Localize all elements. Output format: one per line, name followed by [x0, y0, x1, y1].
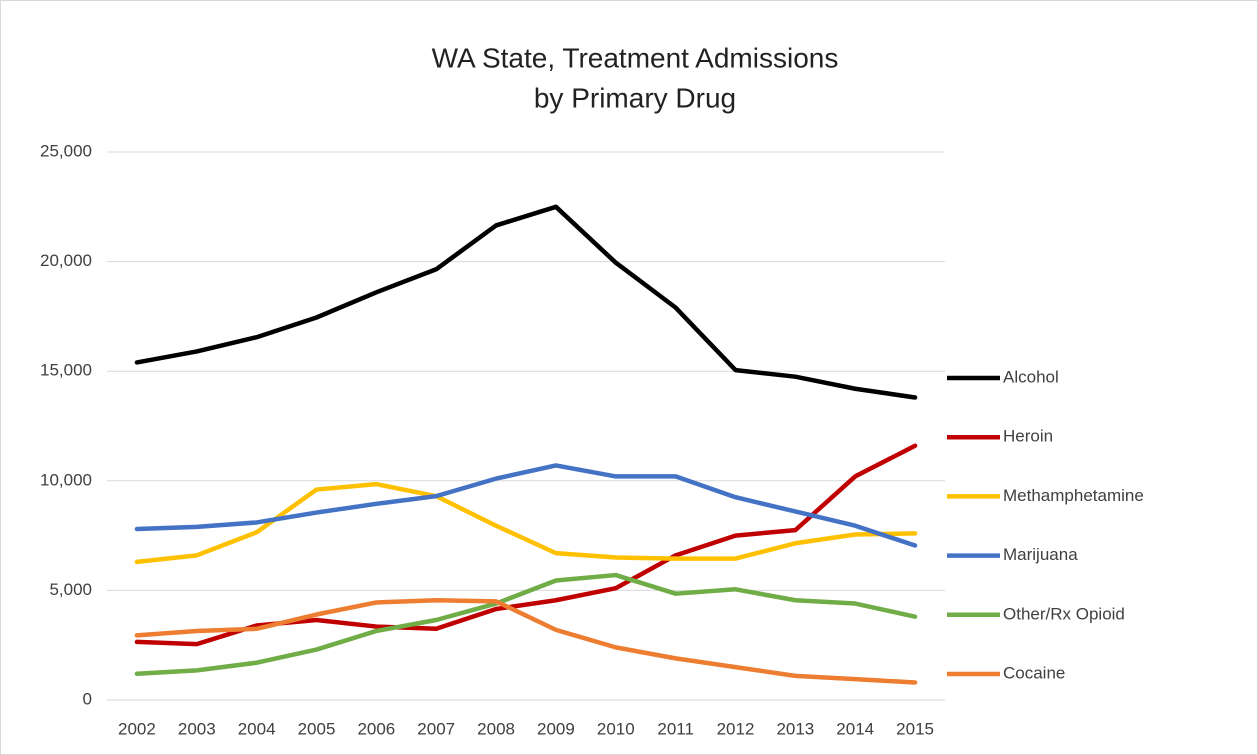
series-line — [134, 572, 918, 676]
y-tick-label: 0 — [83, 689, 92, 708]
x-tick-label: 2014 — [836, 719, 874, 738]
legend-label: Methamphetamine — [1003, 486, 1144, 505]
y-tick-label: 5,000 — [49, 580, 92, 599]
legend-label: Heroin — [1003, 427, 1053, 446]
x-tick-label: 2015 — [896, 719, 934, 738]
legend-label: Cocaine — [1003, 663, 1065, 682]
y-tick-label: 10,000 — [40, 470, 92, 489]
y-tick-label: 20,000 — [40, 251, 92, 270]
x-tick-label: 2011 — [657, 719, 694, 738]
x-tick-label: 2006 — [357, 719, 395, 738]
x-tick-label: 2012 — [717, 719, 755, 738]
series-line — [134, 463, 918, 548]
x-tick-label: 2008 — [477, 719, 515, 738]
series-line — [134, 598, 918, 685]
x-tick-label: 2002 — [118, 719, 156, 738]
y-tick-label: 25,000 — [40, 141, 92, 160]
chart-title: WA State, Treatment Admissions — [432, 42, 839, 73]
x-tick-label: 2003 — [178, 719, 216, 738]
x-tick-label: 2009 — [537, 719, 575, 738]
legend-label: Marijuana — [1003, 545, 1078, 564]
series-line — [134, 204, 918, 400]
x-tick-label: 2013 — [776, 719, 814, 738]
x-tick-label: 2005 — [298, 719, 336, 738]
legend-label: Alcohol — [1003, 367, 1059, 386]
y-tick-label: 15,000 — [40, 361, 92, 380]
x-tick-label: 2007 — [417, 719, 455, 738]
series-line — [134, 481, 918, 565]
x-tick-label: 2004 — [238, 719, 276, 738]
chart-title: by Primary Drug — [534, 82, 736, 113]
x-tick-label: 2010 — [597, 719, 635, 738]
legend-label: Other/Rx Opioid — [1003, 604, 1125, 623]
